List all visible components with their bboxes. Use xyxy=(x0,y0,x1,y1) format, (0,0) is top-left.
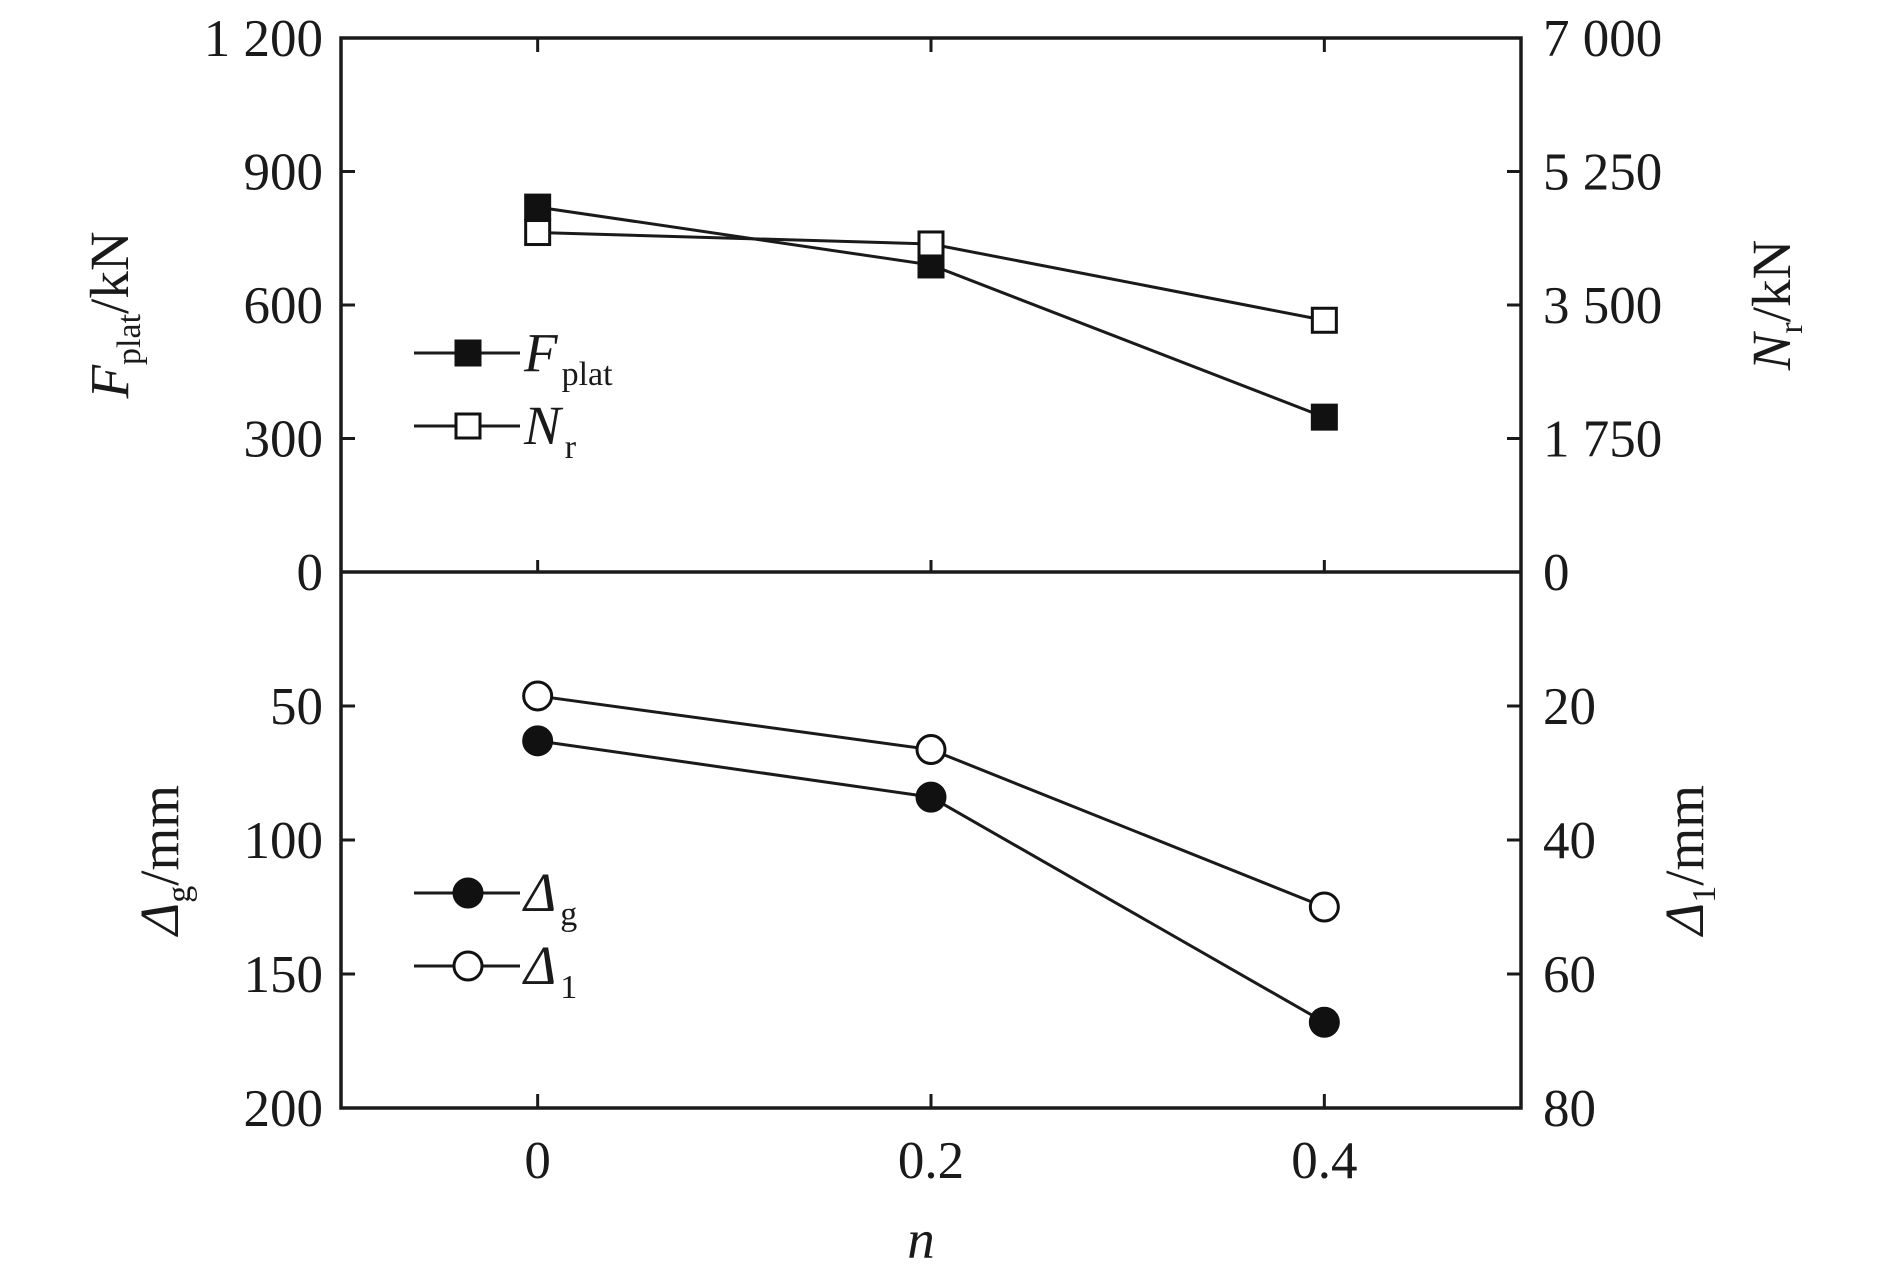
bottom-right-y-tick-label-2: 60 xyxy=(1543,946,1596,1004)
bottom-right-y-tick-label-3: 80 xyxy=(1543,1080,1596,1138)
top-left-y-tick-label-0: 0 xyxy=(297,544,324,602)
top-right-y-tick-label-4: 7 000 xyxy=(1543,10,1662,68)
top-left-y-tick-label-3: 900 xyxy=(244,144,324,202)
top-left-y-axis-title: Fplat/kN xyxy=(79,231,148,399)
bottom-series-0-point-2 xyxy=(1308,1006,1340,1038)
bottom-series-1-point-1 xyxy=(915,734,947,766)
top-series-0-point-2 xyxy=(1310,403,1338,431)
x-axis-title: n xyxy=(907,1209,935,1270)
x-tick-label-0: 0 xyxy=(524,1132,551,1190)
bottom-left-y-tick-label-0: 50 xyxy=(270,678,323,736)
bottom-series-0-point-0 xyxy=(522,725,554,757)
top-legend-marker-1 xyxy=(454,412,482,440)
bottom-legend-marker-1 xyxy=(452,950,484,982)
top-legend-marker-0 xyxy=(454,339,482,367)
bottom-series-0-point-1 xyxy=(915,781,947,813)
bottom-left-y-axis-title: Δg/mm xyxy=(129,785,198,937)
bottom-right-y-tick-label-1: 40 xyxy=(1543,812,1596,870)
top-right-y-tick-label-1: 1 750 xyxy=(1543,411,1662,469)
top-right-y-axis-title: Nr/kN xyxy=(1741,240,1810,372)
bottom-right-y-tick-label-0: 20 xyxy=(1543,678,1596,736)
top-left-y-tick-label-2: 600 xyxy=(244,277,324,335)
top-right-y-tick-label-0: 0 xyxy=(1543,544,1570,602)
bottom-right-y-axis-title: Δ1/mm xyxy=(1654,785,1723,937)
top-left-y-tick-label-1: 300 xyxy=(244,411,324,469)
top-right-y-tick-label-2: 3 500 xyxy=(1543,277,1662,335)
bottom-left-y-tick-label-1: 100 xyxy=(244,812,324,870)
top-series-1-point-2 xyxy=(1310,306,1338,334)
x-tick-label-2: 0.4 xyxy=(1291,1132,1357,1190)
top-series-0-point-0 xyxy=(524,193,552,221)
top-right-y-tick-label-3: 5 250 xyxy=(1543,144,1662,202)
bottom-left-y-tick-label-3: 200 xyxy=(244,1080,324,1138)
bottom-legend-marker-0 xyxy=(452,877,484,909)
bottom-series-1-point-2 xyxy=(1308,891,1340,923)
top-left-y-tick-label-4: 1 200 xyxy=(204,10,323,68)
top-series-1-point-0 xyxy=(524,219,552,247)
x-tick-label-1: 0.2 xyxy=(898,1132,964,1190)
bottom-series-1-point-0 xyxy=(522,680,554,712)
top-series-1-point-1 xyxy=(917,230,945,258)
bottom-left-y-tick-label-2: 150 xyxy=(244,946,324,1004)
